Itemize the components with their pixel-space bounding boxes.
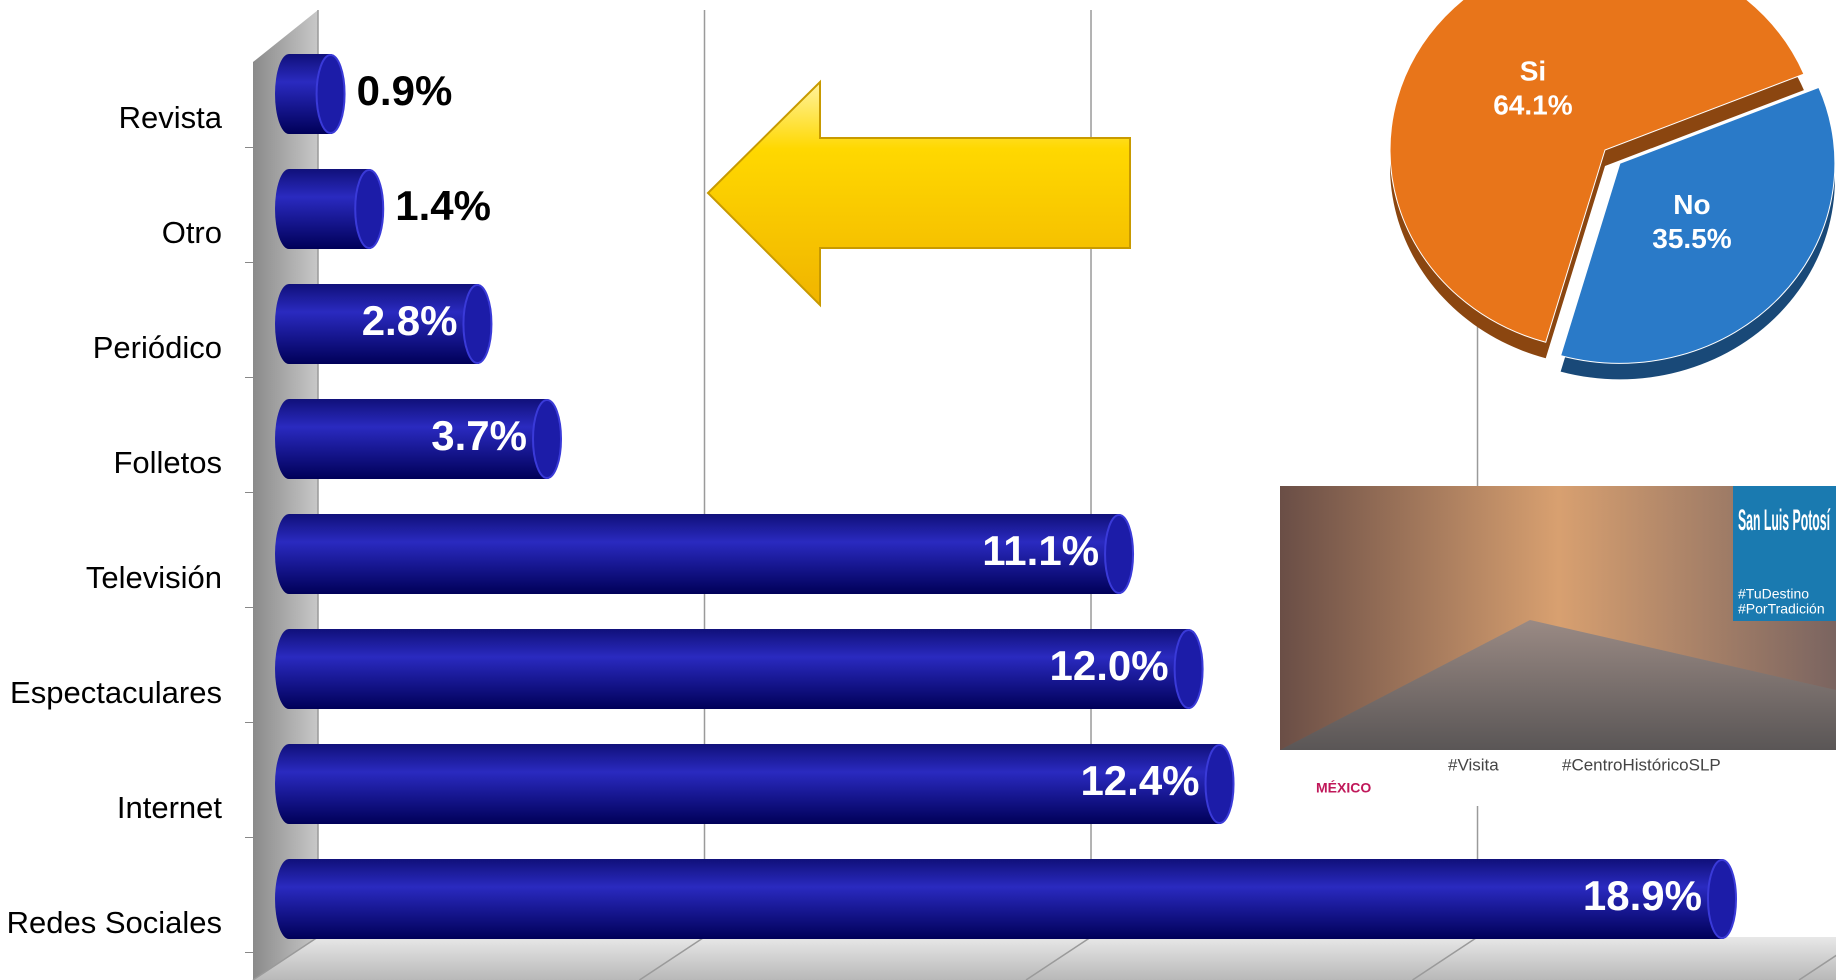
pie-label: No bbox=[1673, 189, 1710, 220]
category-label: Redes Sociales bbox=[7, 905, 222, 940]
value-label: 1.4% bbox=[395, 182, 491, 229]
side-wall bbox=[253, 10, 318, 980]
arrow bbox=[706, 79, 1131, 308]
banner-title: San Luis Potosí bbox=[1738, 504, 1831, 537]
bar-cap bbox=[1204, 744, 1235, 824]
pie-label: Si bbox=[1520, 55, 1546, 86]
value-label: 12.0% bbox=[1050, 642, 1169, 689]
banner-tag: #PorTradición bbox=[1738, 601, 1825, 617]
value-label: 0.9% bbox=[357, 67, 453, 114]
category-label: Otro bbox=[162, 215, 222, 250]
value-label: 3.7% bbox=[431, 412, 527, 459]
category-label: Internet bbox=[117, 790, 223, 825]
pie-value-label: 64.1% bbox=[1493, 89, 1572, 120]
banner-footer: #CentroHistóricoSLP bbox=[1562, 755, 1721, 774]
bar bbox=[275, 284, 492, 364]
banner: San Luis Potosí #TuDestino #PorTradición… bbox=[1280, 486, 1836, 806]
category-label: Folletos bbox=[113, 445, 222, 480]
floor-line bbox=[1798, 954, 1836, 980]
banner-logo-box bbox=[1733, 486, 1836, 621]
bar-cap bbox=[1173, 629, 1204, 709]
banner-footer: #Visita bbox=[1448, 755, 1499, 774]
floor bbox=[253, 937, 1836, 980]
category-label: Revista bbox=[119, 100, 223, 135]
value-label: 12.4% bbox=[1080, 757, 1199, 804]
floor-line bbox=[1412, 936, 1478, 980]
category-label: Televisión bbox=[86, 560, 222, 595]
value-label: 18.9% bbox=[1583, 872, 1702, 919]
floor-line bbox=[1025, 936, 1092, 980]
bar-cap bbox=[462, 284, 493, 364]
bar-cap bbox=[1707, 859, 1737, 939]
value-label: 2.8% bbox=[362, 297, 458, 344]
banner-tag: #TuDestino bbox=[1738, 586, 1809, 602]
pie-slice bbox=[1389, 0, 1805, 343]
pie-slice bbox=[1560, 86, 1836, 364]
bar bbox=[275, 399, 562, 479]
bar bbox=[275, 859, 1736, 939]
bar bbox=[275, 744, 1234, 824]
value-label: 11.1% bbox=[982, 527, 1099, 574]
bar-cap bbox=[315, 54, 346, 134]
category-label: Periódico bbox=[93, 330, 222, 365]
floor-line bbox=[252, 936, 319, 980]
pie-value-label: 35.5% bbox=[1652, 223, 1731, 254]
bar bbox=[275, 629, 1203, 709]
banner-footer: MÉXICO bbox=[1316, 780, 1371, 796]
bars: Revista 0.9% Otro 1.4% Periódico 2.8% Folletos… bbox=[7, 54, 1737, 940]
floor-line bbox=[639, 936, 705, 980]
category-label: Espectaculares bbox=[10, 675, 222, 710]
bar-cap bbox=[1104, 514, 1135, 594]
bar-cap bbox=[532, 399, 563, 479]
bar-cap bbox=[354, 169, 385, 249]
photo-street bbox=[1280, 620, 1836, 750]
bar bbox=[275, 514, 1134, 594]
